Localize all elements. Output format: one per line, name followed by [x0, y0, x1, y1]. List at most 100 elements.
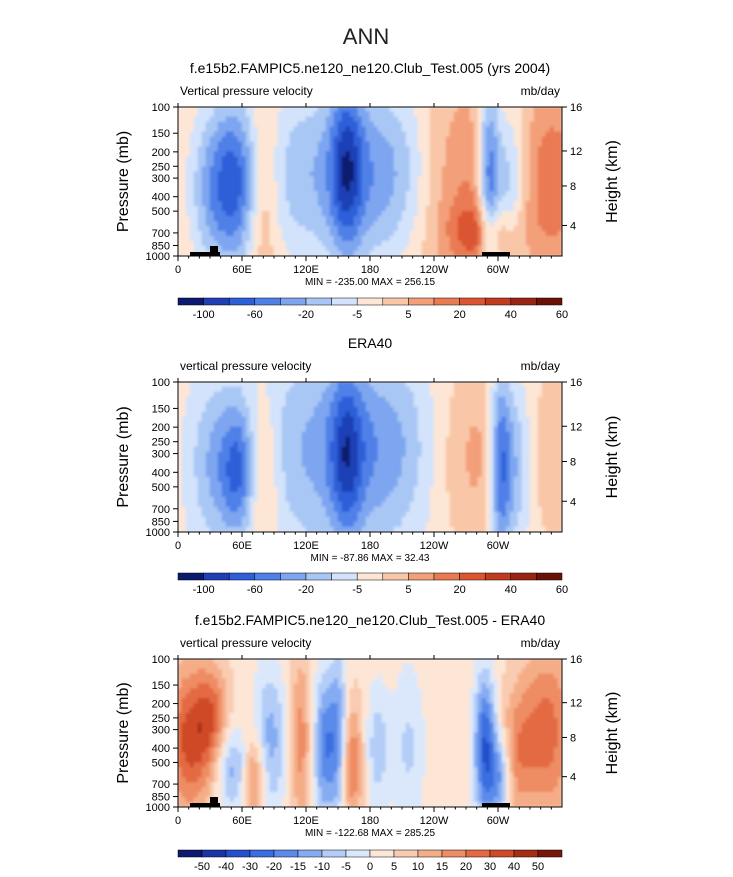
field-cell: [350, 497, 355, 503]
field-cell: [470, 181, 475, 187]
field-cell: [362, 166, 367, 172]
field-cell: [390, 457, 395, 463]
field-cell: [458, 216, 463, 222]
field-cell: [390, 507, 395, 513]
field-cell: [246, 492, 251, 498]
field-cell: [314, 127, 319, 133]
field-cell: [270, 492, 275, 498]
field-cell: [534, 246, 539, 252]
field-cell: [290, 127, 295, 133]
field-cell: [406, 417, 411, 423]
field-cell: [266, 452, 271, 458]
field-cell: [346, 397, 351, 403]
field-cell: [198, 137, 203, 143]
field-cell: [254, 146, 259, 152]
field-cell: [470, 196, 475, 202]
field-cell: [286, 141, 291, 147]
field-cell: [342, 196, 347, 202]
field-cell: [426, 412, 431, 418]
field-cell: [302, 137, 307, 143]
field-cell: [494, 216, 499, 222]
field-cell: [550, 137, 555, 143]
field-cell: [354, 507, 359, 513]
field-cell: [290, 507, 295, 513]
field-cell: [518, 211, 523, 217]
field-cell: [478, 211, 483, 217]
field-cell: [202, 452, 207, 458]
field-cell: [286, 472, 291, 478]
field-cell: [294, 407, 299, 413]
field-cell: [362, 231, 367, 237]
field-cell: [482, 161, 487, 167]
field-cell: [282, 246, 287, 252]
field-cell: [206, 122, 211, 128]
field-cell: [454, 186, 459, 192]
field-cell: [190, 132, 195, 138]
field-cell: [394, 407, 399, 413]
field-cell: [234, 132, 239, 138]
field-cell: [334, 117, 339, 123]
field-cell: [286, 437, 291, 443]
field-cell: [378, 221, 383, 227]
field-cell: [462, 201, 467, 207]
field-cell: [286, 517, 291, 523]
field-cell: [194, 246, 199, 252]
field-cell: [446, 246, 451, 252]
field-cell: [214, 452, 219, 458]
field-cell: [326, 432, 331, 438]
field-cell: [182, 181, 187, 187]
field-cell: [410, 206, 415, 212]
field-cell: [438, 382, 443, 388]
field-cell: [362, 196, 367, 202]
field-cell: [198, 186, 203, 192]
field-cell: [438, 127, 443, 133]
field-cell: [326, 141, 331, 147]
field-cell: [210, 117, 215, 123]
field-cell: [330, 427, 335, 433]
field-cell: [326, 132, 331, 138]
field-cell: [326, 447, 331, 453]
field-cell: [318, 156, 323, 162]
field-cell: [366, 137, 371, 143]
field-cell: [530, 221, 535, 227]
field-cell: [186, 251, 191, 257]
field-cell: [214, 226, 219, 232]
field-cell: [194, 382, 199, 388]
field-cell: [206, 171, 211, 177]
field-cell: [330, 397, 335, 403]
field-cell: [526, 236, 531, 242]
field-cell: [262, 141, 267, 147]
field-cell: [310, 221, 315, 227]
field-cell: [538, 196, 543, 202]
field-cell: [238, 141, 243, 147]
field-cell: [354, 112, 359, 118]
field-cell: [294, 201, 299, 207]
field-cell: [450, 141, 455, 147]
field-cell: [198, 397, 203, 403]
field-cell: [190, 216, 195, 222]
field-cell: [446, 251, 451, 257]
field-cell: [386, 487, 391, 493]
field-cell: [194, 141, 199, 147]
field-cell: [326, 497, 331, 503]
field-cell: [442, 216, 447, 222]
field-cell: [362, 206, 367, 212]
field-cell: [222, 462, 227, 468]
field-cell: [398, 211, 403, 217]
field-cell: [322, 181, 327, 187]
field-cell: [434, 492, 439, 498]
field-cell: [546, 226, 551, 232]
field-cell: [306, 422, 311, 428]
field-cell: [370, 171, 375, 177]
field-cell: [210, 452, 215, 458]
field-cell: [286, 151, 291, 157]
field-cell: [470, 186, 475, 192]
field-cell: [202, 117, 207, 123]
field-cell: [390, 226, 395, 232]
field-cell: [330, 132, 335, 138]
field-cell: [490, 156, 495, 162]
field-cell: [426, 442, 431, 448]
field-cell: [466, 231, 471, 237]
field-cell: [494, 171, 499, 177]
field-cell: [370, 107, 375, 113]
